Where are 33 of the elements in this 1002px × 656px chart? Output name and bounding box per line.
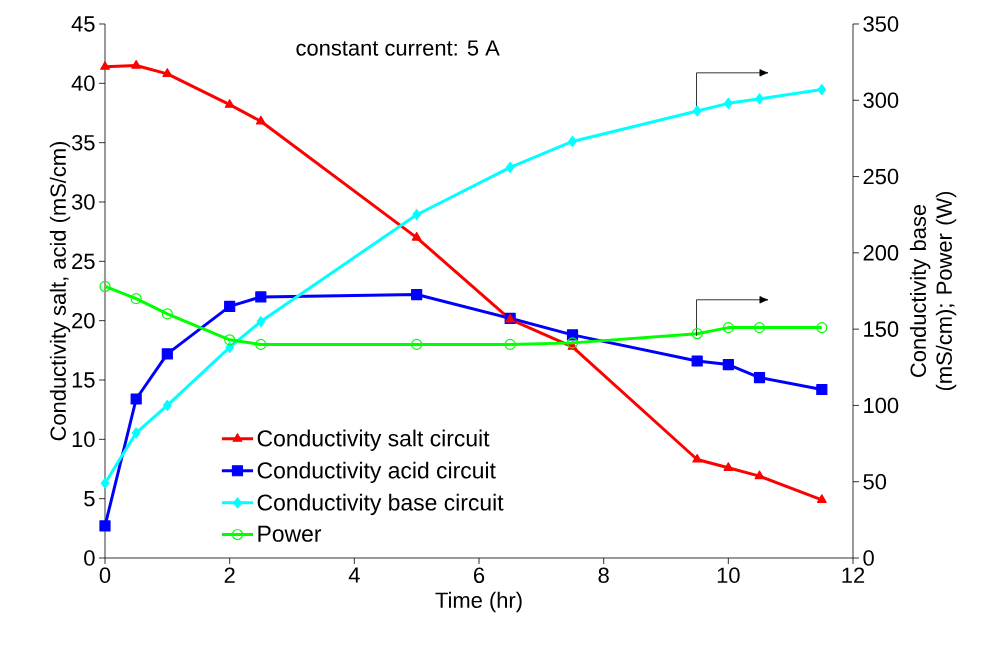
x-tick-label: 6 bbox=[474, 567, 485, 584]
y-tick-label: 0 bbox=[84, 550, 95, 566]
legend-label: Conductivity base circuit bbox=[257, 493, 504, 516]
y-tick-label: 5 bbox=[84, 491, 95, 507]
y2-axis-title: Conductivity base (mS/cm); Power (W) bbox=[909, 191, 957, 391]
y2-tick-label: 150 bbox=[864, 321, 899, 337]
legend-label: Conductivity acid circuit bbox=[257, 461, 496, 484]
x-tick-label: 12 bbox=[842, 567, 865, 583]
y-tick-label: 35 bbox=[71, 134, 95, 151]
y-tick-label: 15 bbox=[72, 372, 95, 388]
y2-tick-label: 0 bbox=[863, 550, 874, 566]
x-tick-label: 2 bbox=[224, 567, 235, 583]
x-tick-label: 10 bbox=[717, 567, 740, 584]
legend-label: Power bbox=[258, 525, 322, 542]
x-tick-label: 8 bbox=[598, 567, 609, 584]
x-tick-label: 0 bbox=[99, 567, 111, 584]
y2-tick-label: 200 bbox=[863, 245, 899, 261]
y2-tick-label: 300 bbox=[863, 92, 899, 109]
y-tick-label: 45 bbox=[71, 16, 95, 32]
y2-tick-label: 350 bbox=[863, 16, 899, 32]
annotation: constant current: 5 A bbox=[296, 40, 500, 56]
y-tick-label: 40 bbox=[71, 75, 95, 92]
y-axis-title: Conductivity salt, acid (mS/cm) bbox=[49, 141, 71, 441]
legend-label: Conductivity salt circuit bbox=[257, 429, 490, 451]
y2-tick-label: 50 bbox=[863, 473, 887, 490]
x-tick-label: 4 bbox=[348, 567, 360, 583]
x-axis-title: Time (hr) bbox=[435, 591, 522, 613]
y-tick-label: 20 bbox=[72, 312, 95, 329]
y2-tick-label: 250 bbox=[863, 168, 899, 185]
y-tick-label: 25 bbox=[72, 253, 95, 270]
y-tick-label: 10 bbox=[72, 431, 95, 448]
y-tick-label: 30 bbox=[71, 194, 95, 210]
y2-tick-label: 100 bbox=[864, 397, 899, 414]
